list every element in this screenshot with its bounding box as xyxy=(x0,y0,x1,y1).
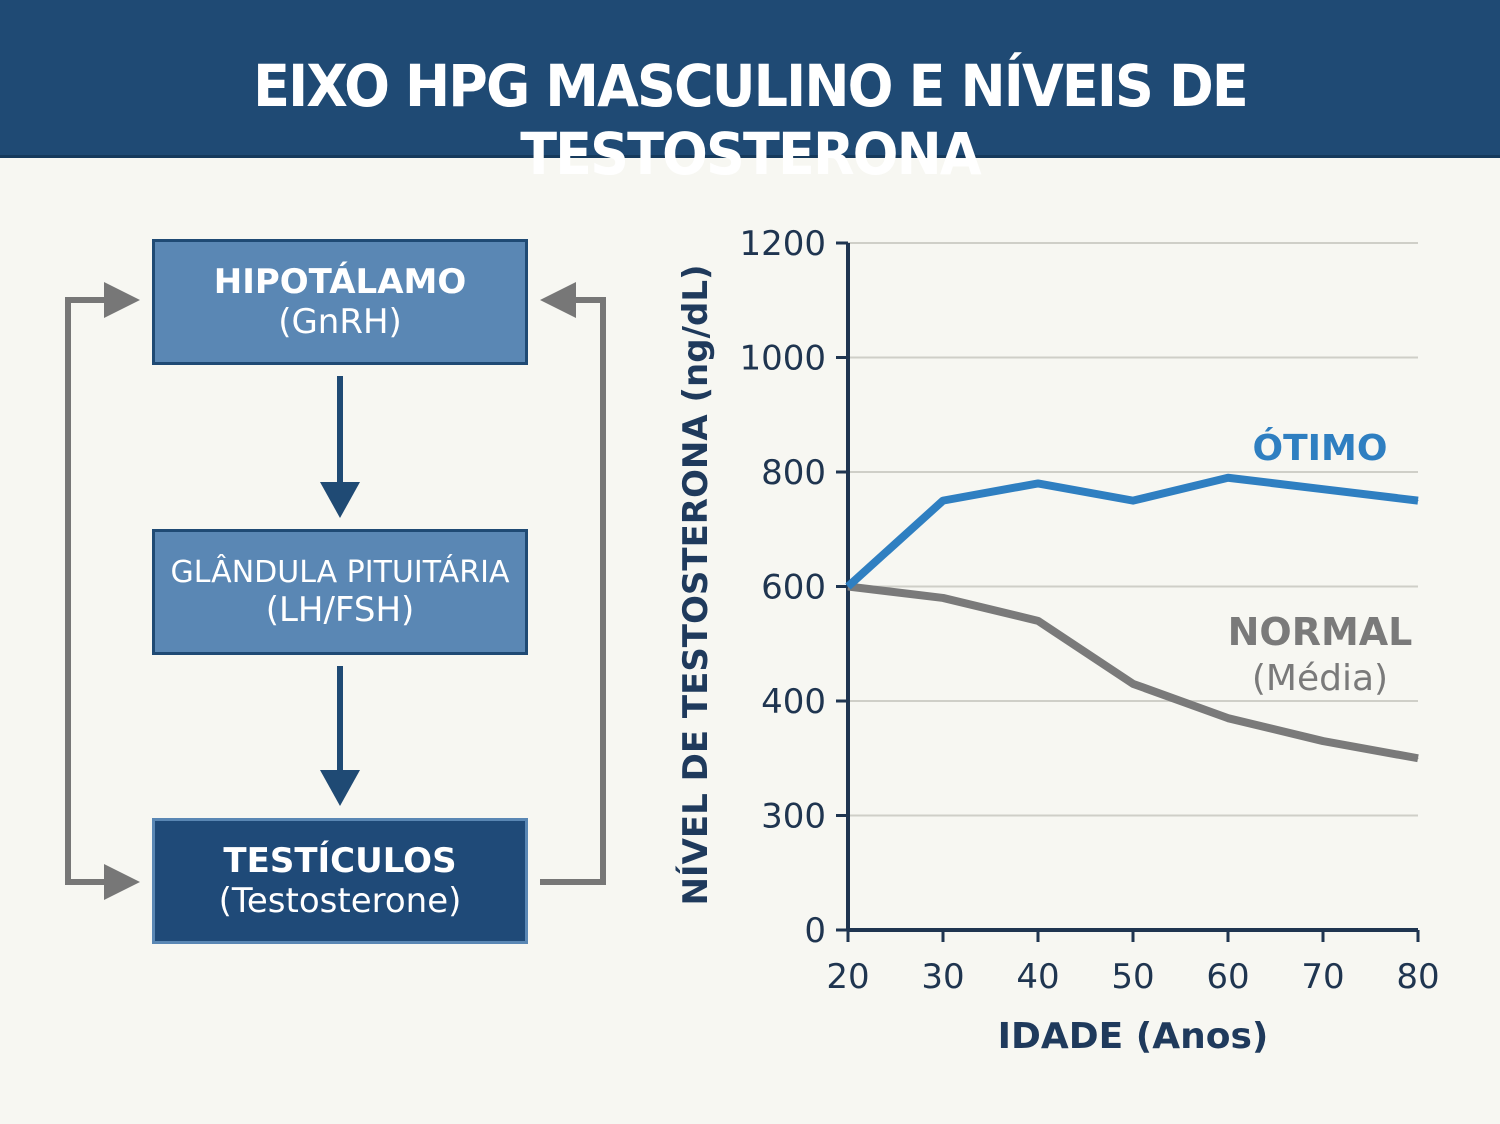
data-point xyxy=(1417,500,1419,502)
x-tick-label: 40 xyxy=(1016,957,1059,997)
data-point xyxy=(1037,482,1039,484)
arrow-down-icon xyxy=(320,666,360,806)
y-tick-label: 400 xyxy=(761,682,826,722)
x-tick-label: 80 xyxy=(1396,957,1439,997)
data-point xyxy=(1132,683,1134,685)
arrow-down-icon xyxy=(320,376,360,518)
data-point xyxy=(847,586,849,587)
x-axis-label: IDADE (Anos) xyxy=(998,1016,1269,1057)
series-label-optimal: ÓTIMO xyxy=(1253,427,1388,469)
box-label: HIPOTÁLAMO xyxy=(213,262,467,302)
page-title: EIXO HPG MASCULINO E NÍVEIS DE TESTOSTER… xyxy=(253,52,1249,188)
series-label-normal: NORMAL xyxy=(1228,610,1413,654)
feedback-arrow-left-icon xyxy=(65,282,140,900)
data-point xyxy=(942,500,944,502)
data-point xyxy=(1417,757,1419,759)
box-hormone: (Testosterone) xyxy=(218,881,462,921)
data-point xyxy=(1227,477,1229,479)
y-tick-label: 1000 xyxy=(739,339,826,379)
y-tick-label: 600 xyxy=(761,568,826,608)
x-tick-label: 20 xyxy=(826,957,869,997)
x-tick-label: 70 xyxy=(1301,957,1344,997)
x-tick-label: 50 xyxy=(1111,957,1154,997)
testosterone-chart: 0 300 400 600 800 1000 1200 20 30 40 50 60 70 80 IDADE… xyxy=(675,224,1440,1057)
x-tick-label: 30 xyxy=(921,957,964,997)
data-point xyxy=(1227,717,1229,719)
feedback-arrow-right-icon xyxy=(540,282,606,885)
y-tick-label: 0 xyxy=(804,911,826,951)
y-tick-label: 300 xyxy=(761,797,826,837)
box-pituitary: GLÂNDULA PITUITÁRIA (LH/FSH) xyxy=(152,529,528,655)
y-tick-label: 1200 xyxy=(739,224,826,264)
box-label: GLÂNDULA PITUITÁRIA xyxy=(170,554,510,590)
box-hormone: (GnRH) xyxy=(278,302,402,342)
y-axis-label: NÍVEL DE TESTOSTERONA (ng/dL) xyxy=(675,264,716,905)
data-point xyxy=(1322,488,1324,490)
box-hypothalamus: HIPOTÁLAMO (GnRH) xyxy=(152,239,528,365)
data-point xyxy=(1037,620,1039,622)
box-hormone: (LH/FSH) xyxy=(265,589,415,630)
header-banner: EIXO HPG MASCULINO E NÍVEIS DE TESTOSTER… xyxy=(0,0,1500,188)
data-point xyxy=(1322,740,1324,742)
series-sublabel-normal: (Média) xyxy=(1252,658,1388,699)
box-label: TESTÍCULOS xyxy=(223,841,457,881)
data-point xyxy=(1132,500,1134,502)
x-tick-label: 60 xyxy=(1206,957,1249,997)
series-line-optimal xyxy=(845,473,1419,590)
data-point xyxy=(942,597,944,599)
y-tick-label: 800 xyxy=(761,453,826,493)
box-testicles: TESTÍCULOS (Testosterone) xyxy=(152,818,528,944)
